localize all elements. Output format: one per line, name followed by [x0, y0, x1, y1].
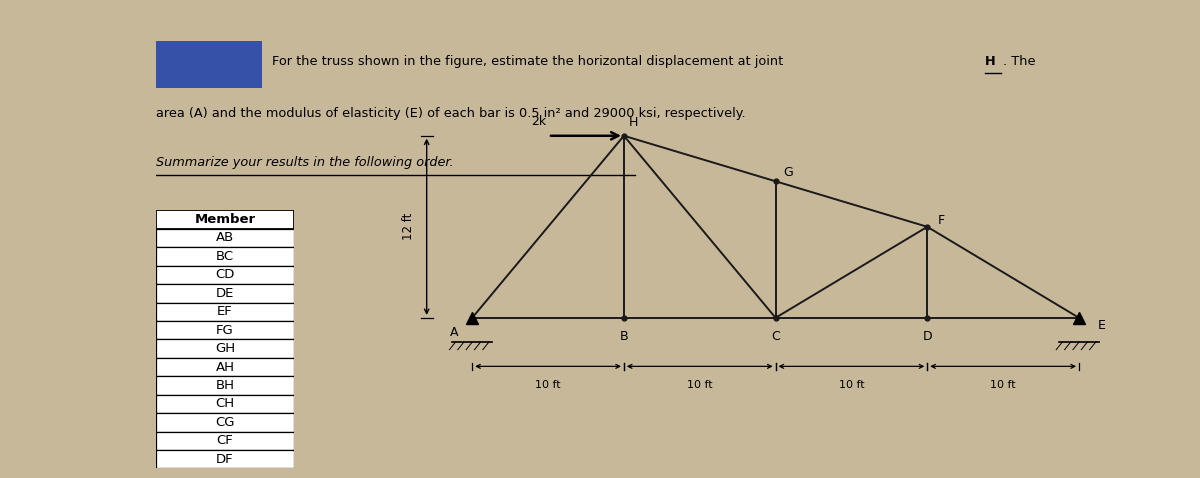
Text: DF: DF: [216, 453, 234, 466]
Text: H: H: [984, 55, 995, 68]
Text: Member: Member: [194, 213, 256, 226]
Text: G: G: [782, 166, 792, 179]
Text: B: B: [619, 329, 628, 343]
Text: 10 ft: 10 ft: [839, 380, 864, 390]
Bar: [156, 413, 294, 432]
Text: AB: AB: [216, 231, 234, 244]
Bar: [156, 339, 294, 358]
Text: area (A) and the modulus of elasticity (E) of each bar is 0.5 in² and 29000 ksi,: area (A) and the modulus of elasticity (…: [156, 108, 745, 120]
Bar: [156, 395, 294, 413]
Bar: [156, 432, 294, 450]
Bar: [156, 376, 294, 395]
Text: Summarize your results in the following order.: Summarize your results in the following …: [156, 156, 454, 169]
Text: For the truss shown in the figure, estimate the horizontal displacement at joint: For the truss shown in the figure, estim…: [272, 55, 787, 68]
Text: E: E: [1098, 319, 1105, 332]
Text: EF: EF: [217, 305, 233, 318]
Text: BH: BH: [216, 379, 234, 392]
Text: DE: DE: [216, 287, 234, 300]
Text: F: F: [937, 214, 944, 227]
Text: 10 ft: 10 ft: [686, 380, 713, 390]
Bar: [156, 41, 262, 88]
Text: 10 ft: 10 ft: [535, 380, 560, 390]
Text: FG: FG: [216, 324, 234, 337]
Text: C: C: [772, 329, 780, 343]
Bar: [156, 210, 294, 229]
Text: 12 ft: 12 ft: [402, 213, 415, 240]
Bar: [156, 321, 294, 339]
Text: CH: CH: [216, 397, 234, 411]
Bar: [156, 247, 294, 266]
Bar: [156, 266, 294, 284]
Bar: [156, 229, 294, 247]
Text: . The: . The: [1003, 55, 1036, 68]
Bar: [156, 303, 294, 321]
Bar: [156, 450, 294, 468]
Text: CG: CG: [215, 416, 235, 429]
Text: GH: GH: [215, 342, 235, 355]
Text: 10 ft: 10 ft: [990, 380, 1016, 390]
Text: CF: CF: [217, 435, 233, 447]
Text: H: H: [629, 116, 637, 129]
Text: BC: BC: [216, 250, 234, 263]
Text: AH: AH: [216, 360, 234, 373]
Text: D: D: [923, 329, 932, 343]
Text: CD: CD: [215, 268, 235, 282]
Text: 2k: 2k: [532, 115, 546, 128]
Text: A: A: [450, 326, 458, 339]
Bar: [156, 358, 294, 376]
Bar: [156, 284, 294, 303]
